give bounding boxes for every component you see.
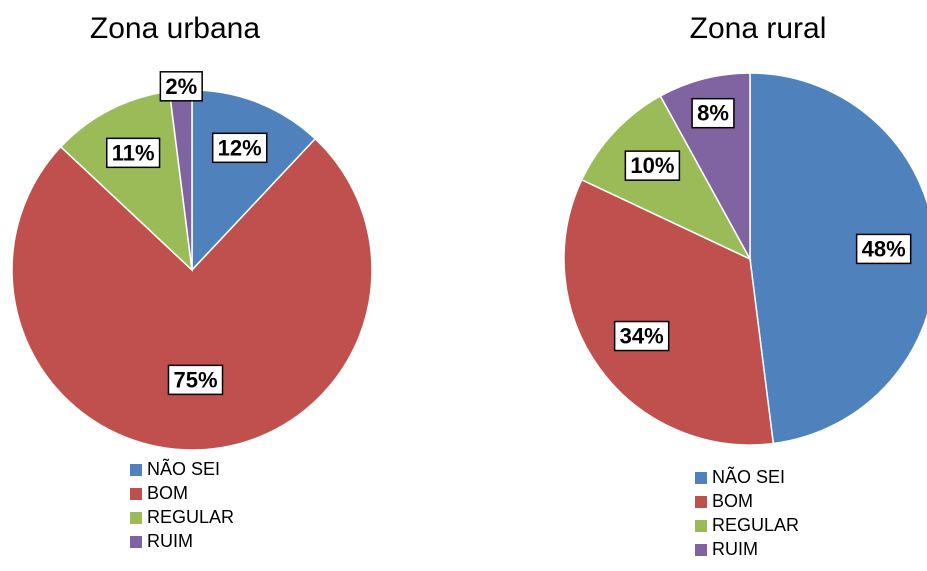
data-label: 48% [862,236,906,261]
data-label-box [211,132,268,164]
data-label: 34% [620,324,664,349]
legend-label: RUIM [712,539,758,559]
data-label: 12% [218,135,262,160]
data-label-box [159,71,203,102]
chart-title: Zona rural [690,12,827,45]
legend-swatch [130,464,142,476]
pie-slice [11,137,373,451]
legend-swatch [695,544,707,556]
data-label-box [624,150,681,181]
legend-label: BOM [147,483,188,503]
data-label: 2% [165,74,197,99]
legend-label: RUIM [147,531,193,551]
legend-swatch [130,512,142,524]
chart-title: Zona urbana [90,12,260,45]
legend-label: BOM [712,491,753,511]
legend-swatch [695,496,707,508]
legend-swatch [130,488,142,500]
data-label-box [613,320,670,352]
legend-swatch [695,472,707,484]
legend-label: REGULAR [712,515,799,535]
legend-swatch [695,520,707,532]
data-label: 75% [173,367,217,392]
legend-label: REGULAR [147,507,234,527]
data-label-box [105,137,161,169]
legend-swatch [130,536,142,548]
data-label: 10% [630,153,674,178]
data-label: 11% [112,140,155,165]
legend-label: NÃO SEI [147,458,220,479]
data-label-box [167,364,224,396]
data-label-box [691,97,735,129]
pie-slice [749,72,927,445]
legend-label: NÃO SEI [712,466,785,487]
data-label: 8% [697,101,729,126]
data-label-box [855,233,912,265]
